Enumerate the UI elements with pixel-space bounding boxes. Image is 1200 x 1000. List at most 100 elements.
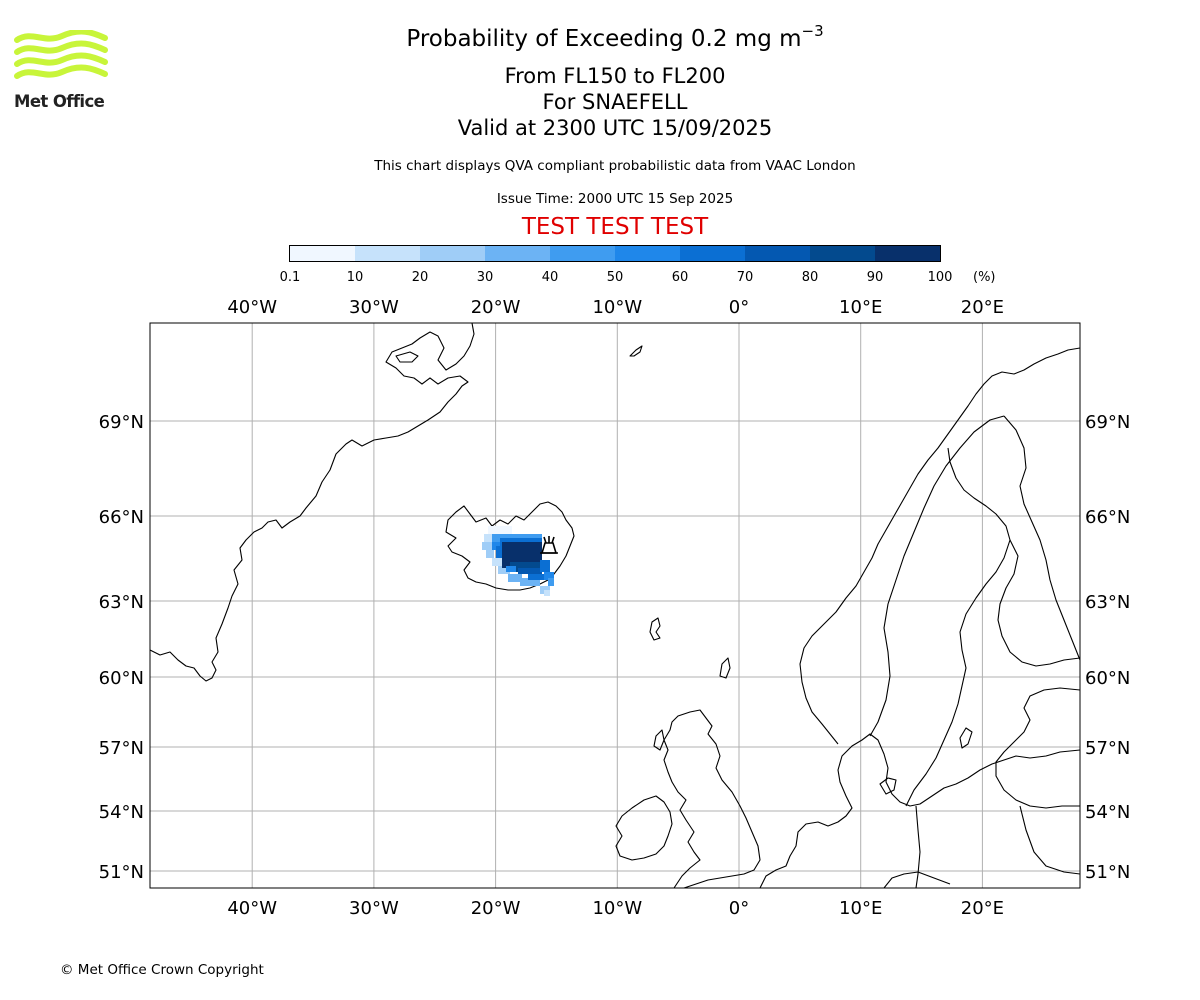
colorbar-tick-label: 100 bbox=[927, 270, 953, 285]
colorbar-tick-label: 30 bbox=[476, 270, 494, 285]
plume-cell bbox=[508, 574, 522, 582]
plume-cell bbox=[486, 550, 494, 558]
latitude-label-left: 57°N bbox=[99, 738, 144, 759]
baltic-coast bbox=[905, 447, 1011, 807]
colorbar-segment bbox=[485, 246, 550, 261]
colorbar-tick-label: 60 bbox=[671, 270, 689, 285]
issue-time: Issue Time: 2000 UTC 15 Sep 2025 bbox=[496, 191, 734, 207]
colorbar-tick-label: 10 bbox=[346, 270, 364, 285]
chart-title-text: Probability of Exceeding 0.2 mg m bbox=[406, 26, 802, 52]
met-office-logo: Met Office bbox=[14, 28, 108, 114]
met-office-waves-icon bbox=[14, 28, 108, 79]
axis-labels: 40°W 40°W 30°W 30°W 20°W 20°W 10°W 10°W 0° 0° 10°E… bbox=[99, 297, 1131, 919]
plume-cell bbox=[492, 558, 502, 566]
test-banner: TEST TEST TEST bbox=[521, 214, 709, 240]
finland-border bbox=[1003, 415, 1080, 661]
longitude-label-top: 30°W bbox=[349, 297, 399, 318]
jan-mayen bbox=[629, 345, 643, 357]
volcano-line: For SNAEFELL bbox=[542, 90, 688, 114]
shetland bbox=[719, 657, 731, 679]
plume-cell bbox=[498, 566, 510, 574]
longitude-label-top: 0° bbox=[729, 297, 749, 318]
copyright-notice: © Met Office Crown Copyright bbox=[60, 962, 264, 978]
colorbar-segment bbox=[355, 246, 420, 261]
continent-coast bbox=[759, 733, 1080, 888]
latitude-label-left: 54°N bbox=[99, 802, 144, 823]
hebrides bbox=[653, 729, 665, 751]
latitude-label-right: 66°N bbox=[1085, 507, 1130, 528]
plume-cell bbox=[528, 574, 544, 580]
valid-time: Valid at 2300 UTC 15/09/2025 bbox=[457, 116, 773, 140]
latitude-label-left: 66°N bbox=[99, 507, 144, 528]
plume-cell bbox=[506, 566, 516, 572]
colorbar-segment bbox=[745, 246, 810, 261]
plume-cell bbox=[484, 534, 498, 542]
gridlines bbox=[150, 323, 1080, 888]
greenland-coast bbox=[150, 323, 475, 682]
colorbar-segment bbox=[290, 246, 355, 261]
met-office-logo-text: Met Office bbox=[14, 92, 105, 111]
latitude-label-left: 63°N bbox=[99, 592, 144, 613]
longitude-label-bottom: 0° bbox=[729, 898, 749, 919]
colorbar-segment bbox=[420, 246, 485, 261]
longitude-label-bottom: 20°W bbox=[471, 898, 521, 919]
longitude-label-top: 40°W bbox=[227, 297, 277, 318]
colorbar-tick-label: 70 bbox=[736, 270, 754, 285]
coastlines bbox=[150, 323, 1080, 888]
iceland-coast bbox=[445, 501, 575, 591]
map-background bbox=[150, 323, 1080, 888]
colorbar bbox=[289, 245, 941, 262]
colorbar-tick-label: 80 bbox=[801, 270, 819, 285]
plume-cell bbox=[496, 546, 504, 558]
colorbar-tick-label: 90 bbox=[866, 270, 884, 285]
longitude-label-top: 20°E bbox=[961, 297, 1004, 318]
colorbar-segment bbox=[550, 246, 615, 261]
compliance-note: This chart displays QVA compliant probab… bbox=[374, 158, 856, 174]
greenland-inlet bbox=[395, 351, 419, 363]
colorbar-tick-label: 0.1 bbox=[279, 270, 301, 285]
ireland-coast bbox=[615, 795, 673, 861]
gotland bbox=[959, 727, 973, 749]
longitude-label-bottom: 40°W bbox=[227, 898, 277, 919]
longitude-label-bottom: 20°E bbox=[961, 898, 1004, 919]
jutland-islands bbox=[879, 777, 897, 795]
volcano-icon bbox=[540, 536, 558, 554]
colorbar-segment bbox=[615, 246, 680, 261]
baltic-states-coast bbox=[995, 687, 1080, 809]
latitude-label-left: 60°N bbox=[99, 668, 144, 689]
probability-plume bbox=[482, 526, 554, 596]
map-frame bbox=[149, 322, 1081, 889]
colorbar-segment bbox=[680, 246, 745, 261]
latitude-label-right: 57°N bbox=[1085, 738, 1130, 759]
norway-coast bbox=[799, 347, 1080, 745]
longitude-label-top: 10°W bbox=[592, 297, 642, 318]
latitude-label-left: 69°N bbox=[99, 412, 144, 433]
level-range: From FL150 to FL200 bbox=[504, 64, 726, 88]
colorbar-tick-label: 40 bbox=[541, 270, 559, 285]
longitude-label-top: 20°W bbox=[471, 297, 521, 318]
longitude-label-top: 10°E bbox=[839, 297, 882, 318]
plume-cell bbox=[520, 578, 540, 586]
plume-cell bbox=[540, 560, 550, 572]
latitude-label-right: 60°N bbox=[1085, 668, 1130, 689]
chart-title-superscript: −3 bbox=[801, 22, 824, 40]
central-europe-borders bbox=[883, 805, 1080, 888]
colorbar-tick-label: 20 bbox=[411, 270, 429, 285]
latitude-label-right: 69°N bbox=[1085, 412, 1130, 433]
plume-cell bbox=[488, 526, 512, 534]
colorbar-unit: (%) bbox=[973, 270, 996, 285]
plume-cell bbox=[518, 568, 542, 574]
great-britain-coast bbox=[663, 709, 761, 888]
chart-title: Probability of Exceeding 0.2 mg m−3 bbox=[406, 22, 823, 52]
latitude-label-left: 51°N bbox=[99, 862, 144, 883]
colorbar-segment bbox=[875, 246, 940, 261]
faroe-islands bbox=[649, 617, 661, 641]
latitude-label-right: 63°N bbox=[1085, 592, 1130, 613]
plume-cell bbox=[544, 572, 554, 580]
finland-coast bbox=[997, 539, 1080, 667]
longitude-label-bottom: 10°W bbox=[592, 898, 642, 919]
latitude-label-right: 54°N bbox=[1085, 802, 1130, 823]
plume-cell bbox=[482, 542, 492, 550]
plume-cell bbox=[510, 562, 544, 572]
